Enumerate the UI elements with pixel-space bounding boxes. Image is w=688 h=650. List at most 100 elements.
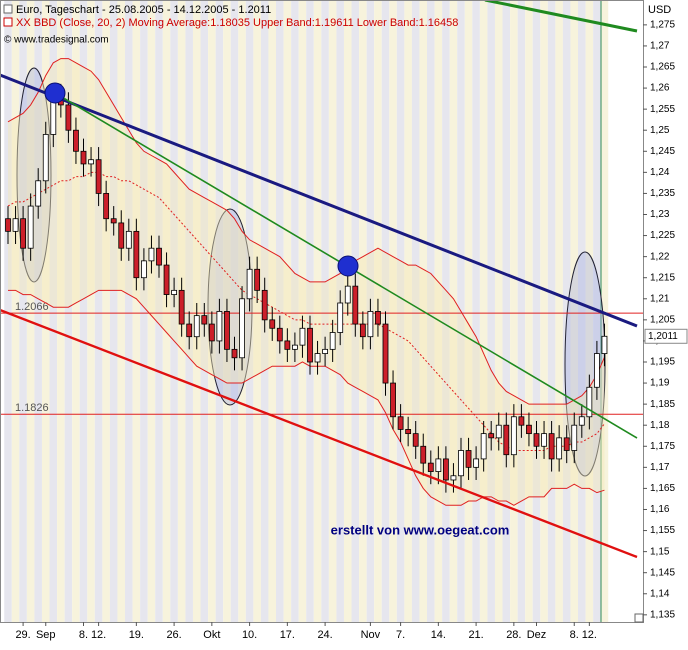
candle-body bbox=[307, 327, 313, 363]
candle-body bbox=[594, 353, 600, 388]
y-tick-label: 1,145 bbox=[650, 567, 675, 578]
y-axis-label: USD bbox=[648, 4, 671, 16]
y-tick-label: 1,205 bbox=[650, 314, 675, 325]
y-tick-label: 1,17 bbox=[650, 462, 670, 473]
band-line bbox=[8, 289, 605, 506]
indicator-label: XX BBD (Close, 20, 2) Moving Average:1.1… bbox=[16, 17, 458, 29]
candle-body bbox=[427, 462, 434, 472]
stripe bbox=[117, 0, 126, 622]
stripe bbox=[487, 0, 495, 622]
candle-body bbox=[586, 386, 593, 418]
y-tick-label: 1,16 bbox=[650, 504, 670, 515]
y-tick-label: 1,255 bbox=[650, 104, 675, 115]
stripe bbox=[291, 0, 299, 622]
trend-line bbox=[0, 308, 638, 559]
candle-body bbox=[541, 433, 547, 447]
candle-body bbox=[458, 450, 464, 477]
stripe bbox=[494, 0, 503, 622]
x-tick-label: 24. bbox=[317, 629, 332, 641]
stripe bbox=[109, 0, 118, 622]
candle-body bbox=[435, 458, 442, 472]
stripe bbox=[4, 0, 12, 622]
stripe bbox=[185, 0, 193, 622]
stripe bbox=[434, 0, 443, 622]
candle-body bbox=[65, 104, 72, 131]
y-tick-label: 1,21 bbox=[650, 293, 670, 304]
candle-body bbox=[216, 311, 223, 342]
icon bbox=[3, 4, 13, 14]
candle-body bbox=[495, 424, 502, 439]
candle-body bbox=[322, 348, 329, 354]
candle-body bbox=[140, 260, 147, 279]
y-tick-label: 1,265 bbox=[650, 62, 675, 73]
y-tick-label: 1,155 bbox=[650, 525, 675, 536]
stripe bbox=[57, 0, 65, 622]
stripe bbox=[555, 0, 563, 622]
x-tick-label: 10. bbox=[242, 629, 257, 641]
stripe bbox=[79, 0, 88, 622]
stripe bbox=[162, 0, 171, 622]
stripe bbox=[125, 0, 133, 622]
x-tick-label: 12. bbox=[91, 629, 106, 641]
y-tick-label: 1,22 bbox=[650, 251, 670, 262]
last-price-label: 1,2011 bbox=[648, 331, 678, 342]
x-tick-label: Okt bbox=[203, 629, 220, 641]
candle-body bbox=[503, 424, 510, 456]
y-tick-label: 1,235 bbox=[650, 188, 675, 199]
candle-body bbox=[110, 218, 117, 224]
candle-body bbox=[359, 323, 366, 338]
candle-body bbox=[171, 289, 178, 295]
y-tick-label: 1,165 bbox=[650, 483, 675, 494]
x-tick-label: 8. bbox=[570, 629, 579, 641]
y-tick-label: 1,225 bbox=[650, 230, 675, 241]
plot-frame bbox=[0, 0, 644, 623]
trend-lines bbox=[0, 0, 638, 559]
y-tick-label: 1,195 bbox=[650, 357, 675, 368]
stripe bbox=[170, 0, 178, 622]
source: © www.tradesignal.com bbox=[4, 35, 109, 46]
candle-body bbox=[571, 424, 578, 451]
stripe bbox=[19, 0, 27, 622]
y-tick-label: 1,24 bbox=[650, 167, 670, 178]
stripe bbox=[540, 0, 548, 622]
stripe bbox=[102, 0, 110, 622]
stripe bbox=[510, 0, 518, 622]
x-tick-label: Dez bbox=[527, 629, 547, 641]
y-tick-label: 1,215 bbox=[650, 272, 675, 283]
candle-body bbox=[344, 285, 351, 304]
y-tick-label: 1,18 bbox=[650, 420, 670, 431]
resize-icon bbox=[634, 613, 644, 623]
x-tick-label: 26. bbox=[166, 629, 181, 641]
candle-body bbox=[382, 323, 389, 384]
stripe bbox=[472, 0, 480, 622]
stripe bbox=[328, 0, 337, 622]
stripe bbox=[381, 0, 390, 622]
candle-body bbox=[239, 298, 245, 359]
stripe bbox=[140, 0, 148, 622]
x-tick-label: 12. bbox=[582, 629, 597, 641]
stripe bbox=[547, 0, 556, 622]
y-tick-label: 1,25 bbox=[650, 125, 670, 136]
x-tick-label: 19. bbox=[129, 629, 144, 641]
candle-body bbox=[201, 315, 208, 325]
candle-body bbox=[337, 302, 344, 333]
candle-body bbox=[329, 332, 336, 350]
stripe bbox=[396, 0, 405, 622]
candle-body bbox=[412, 433, 419, 447]
candle-body bbox=[480, 433, 487, 460]
candle-body bbox=[133, 230, 140, 279]
candle-body bbox=[231, 348, 238, 359]
plot: 1.2066 1.1826 bbox=[0, 58, 643, 506]
y-tick-label: 1,175 bbox=[650, 441, 675, 452]
candle-body bbox=[284, 340, 291, 350]
candle-body bbox=[118, 222, 125, 249]
y-tick-label: 1,15 bbox=[650, 546, 670, 557]
candle-body bbox=[450, 475, 457, 481]
stripe bbox=[49, 0, 58, 622]
candle-body bbox=[488, 433, 495, 439]
candle-body bbox=[526, 424, 532, 435]
x-tick-label: 17. bbox=[280, 629, 295, 641]
level-label: 1.1826 bbox=[15, 402, 49, 414]
y-tick-label: 1,19 bbox=[650, 378, 670, 389]
